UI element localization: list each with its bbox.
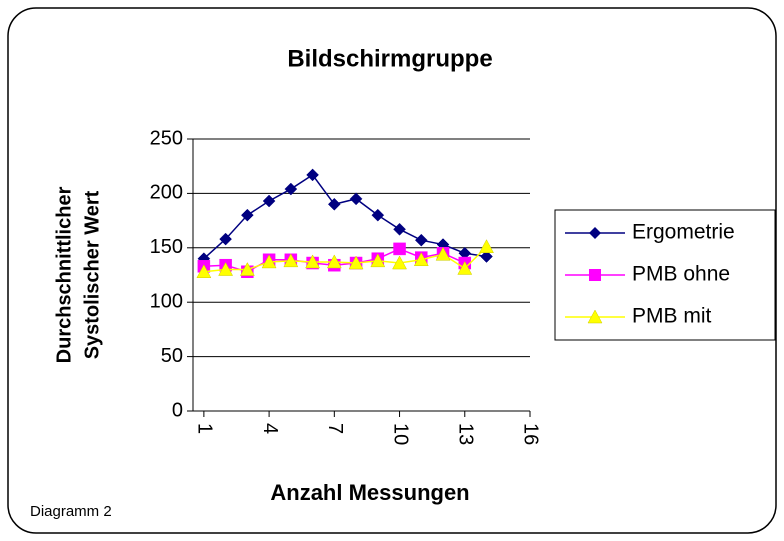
marker bbox=[327, 197, 341, 211]
legend-marker bbox=[587, 309, 603, 324]
marker bbox=[435, 246, 451, 261]
legend-label: PMB mit bbox=[632, 305, 712, 328]
marker bbox=[239, 262, 255, 276]
marker bbox=[480, 250, 493, 263]
marker bbox=[370, 253, 386, 268]
x-axis-label: Anzahl Messungen bbox=[270, 480, 469, 505]
x-tick-label: 10 bbox=[389, 423, 411, 445]
marker bbox=[393, 242, 406, 256]
marker bbox=[241, 208, 254, 222]
marker bbox=[283, 253, 299, 268]
annotation: Diagramm 2 bbox=[30, 503, 112, 520]
y-axis-label: Systolischer Wert bbox=[81, 190, 103, 359]
marker bbox=[413, 252, 429, 267]
marker bbox=[393, 222, 406, 236]
y-tick-label: 50 bbox=[161, 345, 183, 367]
y-axis-label: Durchschnittlicher bbox=[53, 186, 75, 363]
x-tick-label: 1 bbox=[194, 423, 216, 434]
legend-label: Ergometrie bbox=[632, 221, 735, 244]
y-tick-label: 150 bbox=[150, 236, 183, 258]
legend-label: PMB ohne bbox=[632, 263, 730, 286]
marker bbox=[305, 254, 320, 269]
y-tick-label: 0 bbox=[172, 399, 183, 421]
y-tick-label: 250 bbox=[150, 127, 183, 149]
marker bbox=[261, 254, 277, 269]
marker bbox=[414, 233, 428, 247]
chart-title: Bildschirmgruppe bbox=[287, 45, 492, 72]
x-tick-label: 7 bbox=[324, 423, 346, 434]
marker bbox=[218, 262, 234, 276]
marker bbox=[392, 255, 407, 270]
marker bbox=[349, 192, 363, 206]
x-tick-label: 16 bbox=[520, 423, 542, 445]
legend-marker bbox=[589, 227, 601, 239]
y-tick-label: 200 bbox=[150, 182, 183, 204]
marker bbox=[196, 264, 212, 278]
marker bbox=[306, 168, 319, 182]
marker bbox=[371, 208, 385, 222]
marker bbox=[219, 232, 232, 246]
marker bbox=[284, 182, 298, 196]
marker bbox=[348, 255, 364, 270]
legend-marker bbox=[589, 269, 601, 281]
y-tick-label: 100 bbox=[150, 290, 183, 312]
marker bbox=[457, 260, 473, 275]
x-tick-label: 13 bbox=[454, 423, 476, 445]
marker bbox=[262, 194, 276, 208]
marker bbox=[326, 254, 342, 269]
marker bbox=[479, 239, 494, 253]
x-tick-label: 4 bbox=[259, 423, 281, 434]
